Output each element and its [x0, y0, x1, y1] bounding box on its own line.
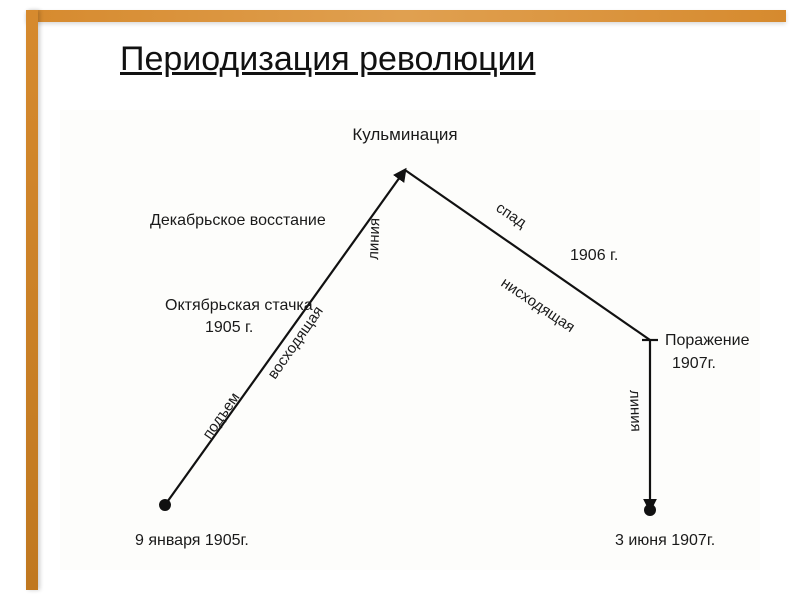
label-october_strike_l2: 1905 г.: [205, 319, 253, 336]
label-rise: подъем: [199, 389, 243, 442]
node-start: [159, 499, 171, 511]
label-fall: спад: [493, 199, 530, 232]
label-defeat_l2: 1907г.: [672, 355, 716, 372]
label-october_strike_l1: Октябрьская стачка: [165, 297, 313, 314]
slide-frame-left: [26, 10, 38, 590]
label-year_1906: 1906 г.: [570, 247, 618, 264]
node-end: [644, 504, 656, 516]
label-line_up: линия: [365, 218, 383, 260]
page-title: Периодизация революции: [120, 40, 680, 79]
label-december_uprising: Декабрьское восстание: [150, 212, 326, 229]
label-defeat_l1: Поражение: [665, 332, 750, 349]
label-culmination: Кульминация: [352, 125, 457, 144]
label-ascending: восходящая: [264, 303, 326, 382]
revolution-timeline-diagram: Кульминация Декабрьское восстание Октябрьс…: [60, 110, 760, 570]
slide-frame-top: [26, 10, 786, 22]
label-start_date: 9 января 1905г.: [135, 532, 249, 549]
label-end_date: 3 июня 1907г.: [615, 532, 715, 549]
label-line_down: линия: [626, 390, 644, 432]
label-descending: нисходящая: [498, 274, 578, 336]
